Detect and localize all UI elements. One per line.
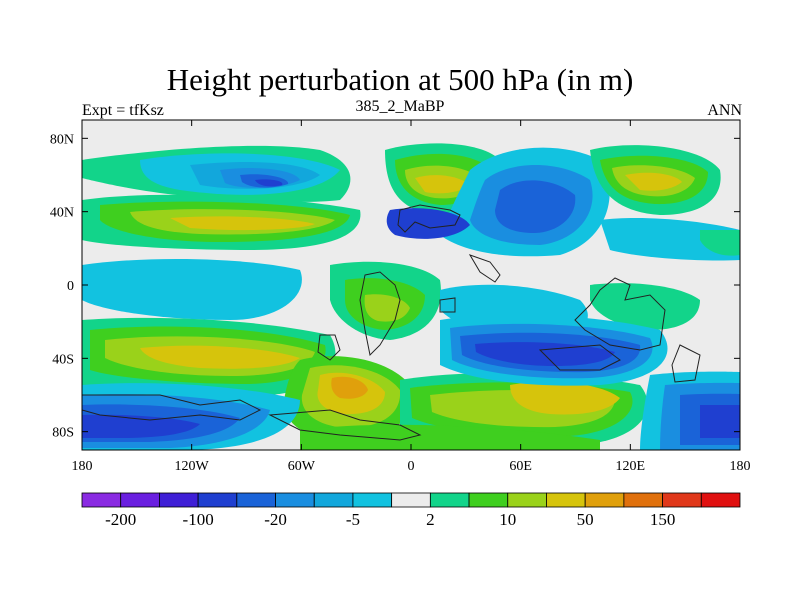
y-tick-label: 0	[67, 279, 74, 294]
colorbar-swatch	[468, 492, 509, 508]
colorbar-label: 10	[499, 510, 516, 529]
colorbar-swatch	[159, 492, 199, 508]
heatmap-field	[82, 120, 740, 450]
chart-title: Height perturbation at 500 hPa (in m)	[166, 62, 634, 97]
colorbar-label: -5	[346, 510, 360, 529]
colorbar-swatch	[313, 492, 354, 508]
colorbar-swatch	[662, 492, 702, 508]
colorbar-swatch	[352, 492, 393, 508]
y-tick-label: 40N	[50, 206, 74, 221]
colorbar-swatch	[197, 492, 238, 508]
colorbar-label: 2	[426, 510, 435, 529]
colorbar-label: -200	[105, 510, 136, 529]
x-tick-label: 60E	[509, 459, 532, 474]
y-tick-label: 40S	[52, 352, 74, 367]
colorbar-swatch	[507, 492, 547, 508]
season-label: ANN	[707, 102, 742, 119]
y-axis: 80N 40N 0 40S 80S	[50, 132, 740, 441]
y-tick-label: 80N	[50, 132, 74, 147]
colorbar-swatch	[584, 492, 625, 508]
colorbar-label: -20	[264, 510, 287, 529]
colorbar-swatch	[391, 492, 431, 508]
colorbar-swatch	[546, 492, 586, 508]
x-tick-label: 180	[730, 459, 751, 474]
colorbar-label: 50	[577, 510, 594, 529]
colorbar-label: -100	[183, 510, 214, 529]
colorbar: -200 -100 -20 -5 2 10 50 150	[81, 492, 741, 529]
colorbar-swatch	[429, 492, 470, 508]
colorbar-swatch	[120, 492, 160, 508]
colorbar-swatch	[700, 492, 741, 508]
colorbar-swatch	[275, 492, 315, 508]
colorbar-label: 150	[650, 510, 676, 529]
x-tick-label: 180	[72, 459, 93, 474]
colorbar-swatch	[236, 492, 276, 508]
x-tick-label: 60W	[288, 459, 316, 474]
colorbar-swatch	[81, 492, 122, 508]
case-label: 385_2_MaBP	[355, 98, 445, 115]
x-axis: 180 120W 60W 0 60E 120E 180	[72, 120, 751, 474]
experiment-label: Expt = tfKsz	[82, 102, 164, 119]
x-tick-label: 120E	[616, 459, 646, 474]
colorbar-swatch	[623, 492, 663, 508]
y-tick-label: 80S	[52, 426, 74, 441]
x-tick-label: 0	[408, 459, 415, 474]
x-tick-label: 120W	[175, 459, 210, 474]
